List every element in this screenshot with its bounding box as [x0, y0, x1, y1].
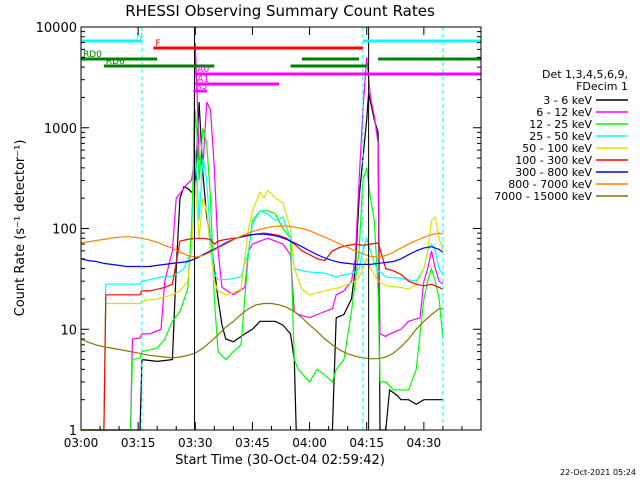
status-label-f: F	[155, 39, 160, 49]
x-axis-label: Start Time (30-Oct-04 02:59:42)	[175, 453, 385, 468]
x-tick-label-6: 04:30	[407, 436, 442, 450]
legend-label-5: 100 - 300 keV	[515, 154, 592, 167]
x-tick-label-3: 03:45	[235, 436, 270, 450]
status-label-n: N	[136, 32, 143, 42]
y-axis-label: Count Rate (s⁻¹ detector⁻¹)	[13, 140, 28, 317]
x-tick-label-1: 03:15	[121, 436, 156, 450]
x-tick-label-4: 04:00	[292, 436, 327, 450]
series-line-5	[81, 232, 444, 431]
legend-label-7: 800 - 7000 keV	[508, 178, 592, 191]
y-tick-label-0: 1	[69, 424, 77, 439]
y-tick-label-2: 100	[52, 223, 77, 238]
series-line-8	[80, 302, 443, 360]
legend-label-8: 7000 - 15000 keV	[494, 190, 592, 203]
status-label-a0: A0	[197, 65, 209, 75]
series-layer	[80, 27, 444, 431]
status-label-rd0: RD0	[83, 50, 102, 60]
legend-label-6: 300 - 800 keV	[515, 166, 592, 179]
footer-date: 22-Oct-2021 05:24	[560, 468, 636, 477]
status-label-rd6: RD6	[106, 57, 125, 67]
y-tick-label-4: 10000	[36, 21, 77, 36]
axis-layer: 03:00 03:15 03:30 03:45 04:00 04:15 04:30 1 10 10…	[36, 21, 481, 450]
status-label-a1: A1	[197, 75, 209, 85]
chart-title: RHESSI Observing Summary Count Rates	[125, 2, 435, 20]
status-label-a3: A3	[195, 82, 207, 92]
x-tick-label-5: 04:15	[349, 436, 384, 450]
x-tick-label-0: 03:00	[64, 436, 99, 450]
legend-header-1: FDecim 1	[576, 80, 628, 93]
legend-label-0: 3 - 6 keV	[543, 94, 592, 107]
legend-label-1: 6 - 12 keV	[536, 106, 592, 119]
x-tick-label-2: 03:30	[178, 436, 213, 450]
y-tick-label-3: 1000	[44, 122, 77, 137]
y-tick-label-1: 10	[60, 323, 77, 338]
legend-header-0: Det 1,3,4,5,6,9,	[542, 68, 628, 81]
legend-label-4: 50 - 100 keV	[522, 142, 592, 155]
series-line-1	[81, 42, 444, 431]
legend-label-3: 25 - 50 keV	[529, 130, 592, 143]
series-line-6	[80, 233, 444, 268]
series-line-3	[81, 150, 444, 431]
legend-label-2: 12 - 25 keV	[529, 118, 592, 131]
